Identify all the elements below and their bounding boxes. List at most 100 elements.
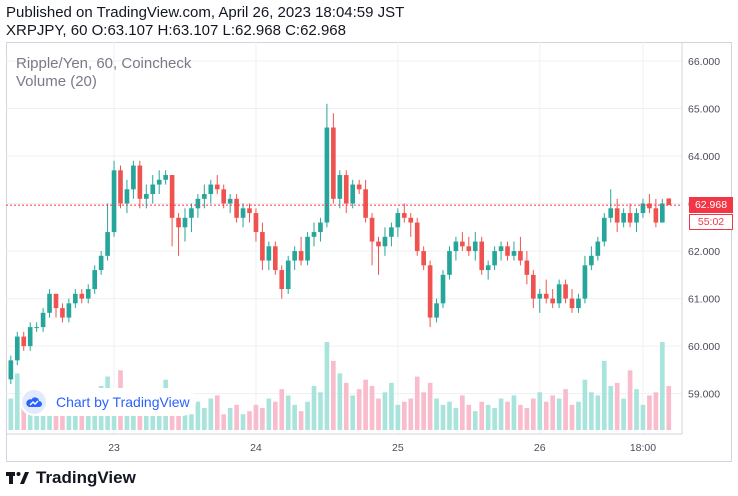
- candle: [408, 213, 414, 237]
- volume-bar: [569, 404, 575, 430]
- volume-bar: [550, 395, 555, 430]
- volume-bar: [485, 404, 491, 430]
- volume-bar: [208, 398, 214, 430]
- candle: [240, 203, 246, 228]
- price-tick-label: 64.000: [688, 151, 720, 163]
- volume-bar: [447, 401, 452, 430]
- volume-bar: [182, 404, 188, 430]
- volume-bar: [221, 414, 227, 430]
- volume-bar: [202, 408, 207, 430]
- candle: [253, 208, 259, 242]
- volume-bar: [331, 360, 336, 430]
- candle: [202, 184, 207, 209]
- candle: [576, 293, 581, 313]
- volume-bar: [395, 404, 401, 430]
- candle: [21, 331, 27, 351]
- candle: [447, 246, 452, 280]
- candle: [73, 289, 78, 309]
- volume-bar: [408, 398, 414, 430]
- volume-bar: [382, 392, 388, 430]
- candle: [305, 232, 310, 266]
- candle: [569, 289, 575, 313]
- candle: [189, 203, 194, 233]
- volume-bar: [537, 392, 543, 430]
- volume-bar: [214, 395, 220, 430]
- volume-bar: [543, 401, 549, 430]
- volume-bar: [79, 408, 85, 430]
- candle: [60, 303, 65, 323]
- candle: [543, 279, 549, 304]
- candle: [382, 227, 388, 256]
- volume-bar: [363, 379, 368, 430]
- volume-bar: [460, 395, 465, 430]
- candle: [647, 194, 652, 214]
- candle: [589, 246, 594, 271]
- candle: [363, 179, 368, 223]
- volume-bar: [660, 342, 665, 430]
- volume-bar: [253, 404, 259, 430]
- candle: [369, 213, 375, 266]
- candle: [356, 179, 362, 195]
- candle: [66, 298, 72, 323]
- volume-bar: [176, 411, 181, 430]
- volume-bar: [518, 404, 523, 430]
- candle: [621, 208, 626, 228]
- chart-legend-title: Ripple/Yen, 60, Coincheck: [16, 55, 192, 72]
- candle: [324, 103, 330, 228]
- candle: [150, 175, 156, 204]
- volume-bar: [279, 389, 285, 430]
- volume-bar: [427, 382, 433, 430]
- candle: [563, 279, 568, 304]
- watermark-text: Chart by TradingView: [56, 394, 190, 410]
- volume-bar: [60, 414, 65, 430]
- volume-bar: [601, 360, 607, 430]
- time-tick-label: 24: [250, 442, 262, 454]
- candle: [434, 298, 439, 323]
- candle: [498, 241, 504, 261]
- candle: [156, 170, 162, 195]
- volume-bar: [414, 376, 420, 430]
- volume-bar: [324, 342, 330, 430]
- candle: [40, 308, 46, 332]
- candle: [479, 236, 485, 275]
- volume-bar: [389, 382, 394, 430]
- candle: [163, 170, 168, 185]
- candle: [511, 241, 517, 261]
- volume-bar: [356, 389, 362, 430]
- volume-bar: [85, 404, 91, 430]
- candle: [389, 222, 394, 247]
- candle: [27, 322, 33, 351]
- volume-bar: [582, 379, 588, 430]
- time-tick-label: 26: [534, 442, 546, 454]
- volume-bar: [421, 392, 426, 430]
- watermark[interactable]: Chart by TradingView: [20, 388, 196, 416]
- volume-bar: [466, 404, 472, 430]
- volume-bar: [66, 411, 72, 430]
- chart-legend-volume: Volume (20): [16, 73, 97, 90]
- volume-bar: [498, 398, 504, 430]
- candle: [98, 251, 104, 275]
- candle: [537, 289, 543, 313]
- footer-brand[interactable]: TradingView: [6, 468, 136, 488]
- candle: [208, 179, 214, 204]
- candle: [460, 232, 465, 252]
- volume-bar: [608, 386, 614, 430]
- candle: [608, 189, 614, 223]
- volume-bar: [614, 382, 620, 430]
- volume-bar: [247, 411, 252, 430]
- volume-bar: [124, 404, 130, 430]
- candle: [440, 270, 446, 309]
- volume-bar: [627, 370, 633, 430]
- volume-bar: [21, 408, 27, 430]
- price-tick-label: 65.000: [688, 104, 720, 116]
- volume-bar: [40, 411, 46, 430]
- candle: [318, 217, 323, 242]
- candle: [105, 203, 110, 261]
- candle: [118, 165, 123, 209]
- volume-bar: [14, 373, 20, 430]
- volume-bar: [260, 408, 265, 430]
- tradingview-cloud-icon: [22, 390, 46, 414]
- volume-bar: [376, 398, 381, 430]
- volume-bars: [8, 342, 672, 430]
- volume-bar: [440, 404, 446, 430]
